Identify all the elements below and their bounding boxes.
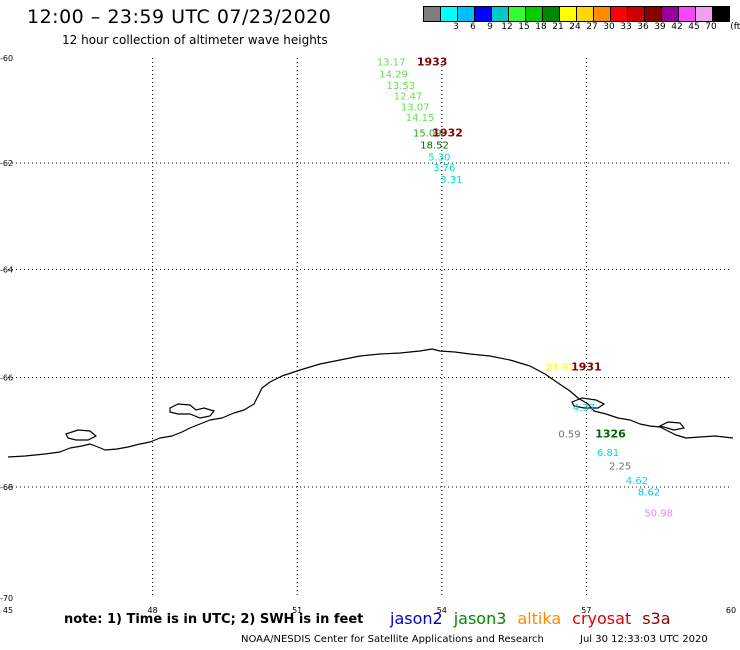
colorbar-tick-label: 27	[586, 22, 598, 32]
map-subtitle: 12 hour collection of altimeter wave hei…	[62, 33, 328, 47]
pass-time-label: 1326	[595, 428, 626, 441]
map-grid	[8, 58, 731, 598]
legend-item-cryosat: cryosat	[572, 609, 632, 628]
colorbar-tick-label: 45	[688, 22, 700, 32]
colorbar-tick-label: 24	[569, 22, 581, 32]
lon-tick-label: 57	[581, 606, 591, 615]
colorbar-tick-label: 39	[654, 22, 666, 32]
wave-height-label: 13.07	[401, 103, 430, 114]
wave-height-label: 14.15	[406, 113, 435, 124]
legend-item-jason2: jason2	[390, 609, 443, 628]
lat-tick-label: -64	[0, 265, 13, 274]
lat-tick-label: -66	[0, 373, 13, 382]
lon-tick-label: 54	[437, 606, 447, 615]
wave-height-label: 5.30	[428, 153, 450, 164]
lon-tick-label: 51	[292, 606, 302, 615]
lat-tick-label: -70	[0, 594, 13, 603]
wave-height-label: 4.62	[626, 476, 648, 487]
wave-height-label: 3.31	[440, 175, 462, 186]
pass-time-label: 1932	[432, 126, 463, 139]
wave-height-label: 2.25	[609, 462, 631, 473]
colorbar-unit: (ft)	[730, 22, 740, 32]
wave-height-label: 0.59	[558, 430, 580, 441]
legend-item-s3a: s3a	[642, 609, 671, 628]
colorbar-tick-label: 3	[453, 22, 459, 32]
map-title: 12:00 – 23:59 UTC 07/23/2020	[27, 6, 332, 28]
colorbar-tick-label: 15	[518, 22, 530, 32]
wave-height-label: 4.37	[573, 403, 595, 414]
lat-tick-label: -62	[0, 159, 13, 168]
coastline-island-1	[169, 403, 216, 419]
colorbar	[423, 6, 730, 22]
units-note: note: 1) Time is in UTC; 2) SWH is in fe…	[64, 612, 364, 627]
satellite-legend: jason2 jason3 altika cryosat s3a	[390, 609, 671, 628]
colorbar-swatch	[712, 6, 730, 22]
colorbar-tick-label: 9	[487, 22, 493, 32]
wave-height-label: 23.91	[546, 363, 575, 374]
wave-height-label: 12.47	[394, 92, 423, 103]
colorbar-tick-label: 33	[620, 22, 632, 32]
lon-tick-label: 60	[726, 606, 736, 615]
colorbar-tick-label: 42	[671, 22, 683, 32]
wave-height-label: 14.29	[379, 70, 408, 81]
colorbar-tick-label: 18	[535, 22, 547, 32]
wave-height-label: 15.09	[413, 128, 442, 139]
footer-date: Jul 30 12:33:03 UTC 2020	[580, 634, 708, 645]
wave-height-label: 8.62	[638, 487, 660, 498]
pass-time-label: 1933	[417, 56, 448, 69]
lon-tick-label: 45	[3, 606, 13, 615]
pass-time-label: 1931	[571, 361, 602, 374]
wave-height-label: 13.17	[377, 58, 406, 69]
wave-height-label: 50.98	[644, 508, 673, 519]
colorbar-tick-label: 30	[603, 22, 615, 32]
legend-item-jason3: jason3	[453, 609, 507, 628]
coastline-island-4	[658, 421, 686, 431]
axis-tick-labels: 45 48 51 54 57 60 -60 -62 -64 -66 -68 -70	[0, 54, 736, 615]
wave-height-label: 18.52	[420, 140, 449, 151]
footer-agency: NOAA/NESDIS Center for Satellite Applica…	[241, 634, 544, 645]
wave-height-label: 3.76	[433, 163, 455, 174]
wave-height-label: 6.81	[597, 448, 619, 459]
lon-tick-label: 48	[148, 606, 158, 615]
colorbar-tick-label: 21	[552, 22, 564, 32]
colorbar-tick-label: 12	[501, 22, 513, 32]
wave-height-label: 13.53	[387, 81, 416, 92]
colorbar-tick-label: 36	[637, 22, 649, 32]
colorbar-tick-label: 70	[705, 22, 717, 32]
lat-tick-label: -60	[0, 54, 13, 63]
lat-tick-label: -68	[0, 483, 13, 492]
colorbar-tick-label: 6	[470, 22, 476, 32]
coastline-island-2	[65, 429, 98, 441]
legend-item-altika: altika	[517, 609, 562, 628]
coastline-island-3	[571, 397, 606, 409]
pass-time-labels: 1933 1932 1931 1326	[417, 56, 626, 441]
coastline	[7, 348, 734, 458]
